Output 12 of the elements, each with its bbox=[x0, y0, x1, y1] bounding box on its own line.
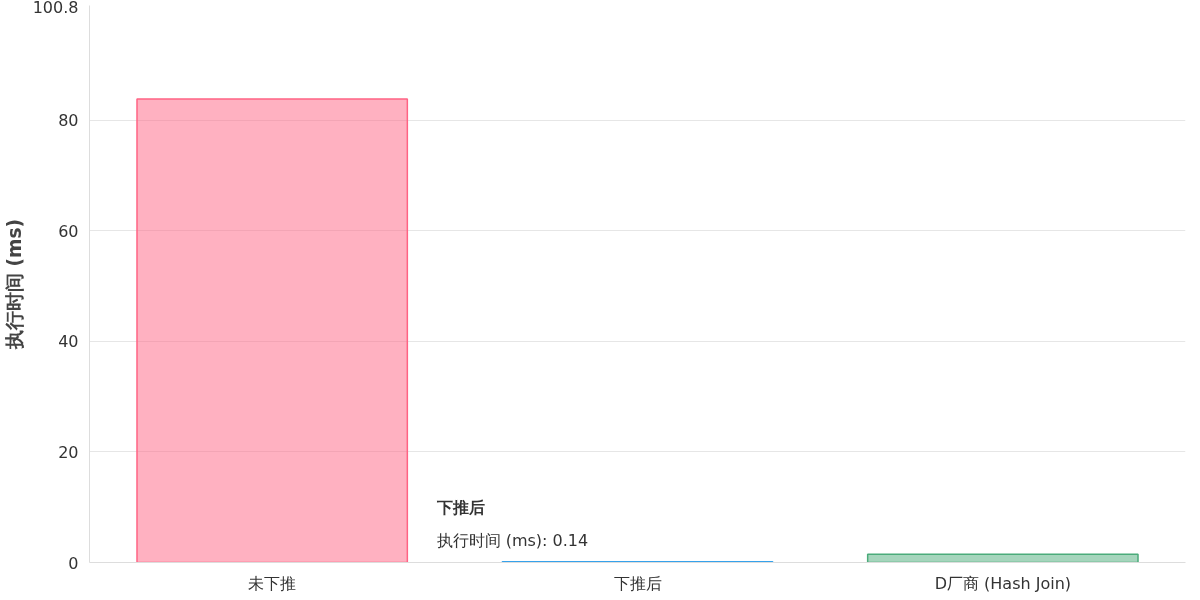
annotation: 下推后 bbox=[435, 497, 485, 517]
y-tick-label: 100.8 bbox=[32, 0, 79, 17]
y-tick-label: 80 bbox=[58, 111, 79, 131]
y-tick-label: 0 bbox=[68, 553, 79, 573]
annotation: 执行时间 (ms): 0.14 bbox=[436, 530, 589, 550]
y-tick-label: 40 bbox=[58, 332, 79, 352]
x-tick-label: D厂商 (Hash Join) bbox=[934, 573, 1072, 593]
y-tick-label: 60 bbox=[58, 221, 79, 241]
x-tick-label: 下推后 bbox=[613, 573, 662, 593]
x-tick-label: 未下推 bbox=[248, 573, 297, 593]
y-axis-title: 执行时间 (ms) bbox=[3, 218, 25, 351]
y-tick-label: 20 bbox=[58, 442, 79, 462]
